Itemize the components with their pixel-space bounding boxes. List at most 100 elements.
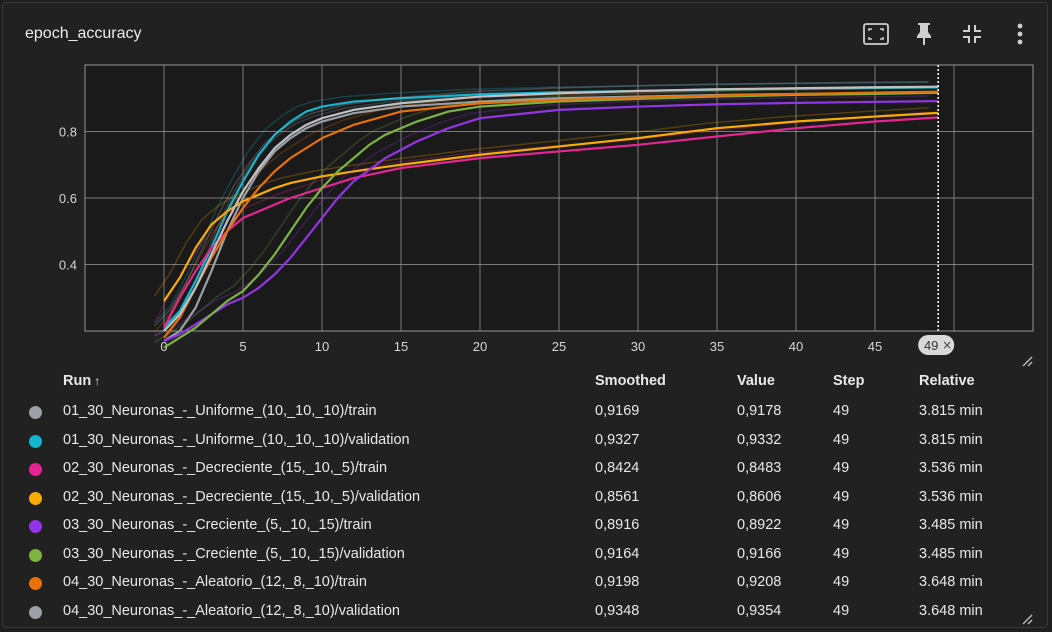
series-raw-line-4	[154, 95, 929, 337]
pin-button[interactable]	[909, 19, 939, 49]
smoothed-value: 0,9164	[595, 545, 640, 562]
smoothed-value: 0,8916	[595, 517, 640, 533]
step-value: 49	[833, 602, 850, 619]
raw-value: 0,8606	[737, 488, 782, 505]
relative-time: 3.536 min	[919, 460, 983, 476]
run-color-swatch	[29, 577, 42, 590]
raw-value: 0,9332	[737, 431, 782, 448]
line-chart[interactable]: 0 5 10 15 20 25 30 35 40 450.40.60.849 ×	[3, 53, 1049, 363]
smoothed-column-header[interactable]: Smoothed	[595, 373, 666, 389]
run-color-swatch	[29, 605, 42, 619]
run-color-swatch	[29, 463, 42, 476]
fit-domain-icon	[863, 23, 889, 45]
collapse-button[interactable]	[957, 19, 987, 49]
table-row[interactable]: 02_30_Neuronas_-_Decreciente_(15,_10,_5)…	[3, 483, 1049, 512]
x-tick-label: 15	[394, 339, 408, 354]
runs-table: Run ↑ Smoothed Value Step Relative 01_30_…	[3, 367, 1049, 625]
card-toolbar	[861, 19, 1035, 49]
run-color-swatch	[29, 520, 42, 533]
smoothed-value: 0,8424	[595, 460, 640, 476]
y-tick-label: 0.6	[59, 191, 77, 206]
series-line-6	[163, 90, 939, 339]
x-tick-label: 5	[239, 339, 246, 354]
series-raw-line-5	[154, 87, 929, 344]
step-value: 49	[833, 488, 850, 505]
series-raw-line-2	[153, 111, 929, 324]
sort-arrow-icon: ↑	[94, 374, 101, 388]
chart-resize-icon[interactable]	[1021, 355, 1033, 367]
smoothed-value: 0,9348	[595, 602, 640, 619]
x-tick-label: 10	[315, 339, 329, 354]
relative-column-header[interactable]: Relative	[919, 373, 975, 389]
relative-time: 3.815 min	[919, 403, 983, 419]
more-vert-icon	[1017, 23, 1023, 45]
run-color-swatch	[29, 548, 42, 562]
raw-value: 0,8483	[737, 460, 782, 476]
run-name: 03_30_Neuronas_-_Creciente_(5,_10,_15)/t…	[63, 517, 372, 533]
relative-time: 3.536 min	[919, 488, 983, 505]
series-line-5	[163, 91, 939, 349]
table-header: Run ↑ Smoothed Value Step Relative	[3, 367, 1049, 397]
step-value: 49	[833, 431, 850, 448]
collapse-icon	[963, 25, 981, 43]
table-row[interactable]: 03_30_Neuronas_-_Creciente_(5,_10,_15)/t…	[3, 511, 1049, 540]
run-name: 04_30_Neuronas_-_Aleatorio_(12,_8,_10)/t…	[63, 574, 367, 590]
run-name: 04_30_Neuronas_-_Aleatorio_(12,_8,_10)/v…	[63, 602, 400, 619]
series-raw-line-3	[153, 107, 929, 297]
relative-time: 3.485 min	[919, 517, 983, 533]
relative-time: 3.648 min	[919, 602, 983, 619]
series-line-2	[163, 116, 939, 329]
x-tick-label: 45	[868, 339, 882, 354]
table-row[interactable]: 01_30_Neuronas_-_Uniforme_(10,_10,_10)/v…	[3, 426, 1049, 455]
smoothed-value: 0,9169	[595, 403, 640, 419]
run-column-header[interactable]: Run ↑	[63, 373, 101, 389]
pin-icon	[917, 23, 931, 45]
run-name: 02_30_Neuronas_-_Decreciente_(15,_10,_5)…	[63, 460, 388, 476]
raw-value: 0,9208	[737, 574, 782, 590]
value-column-header[interactable]: Value	[737, 373, 775, 389]
run-name: 01_30_Neuronas_-_Uniforme_(10,_10,_10)/v…	[63, 431, 410, 448]
run-name: 01_30_Neuronas_-_Uniforme_(10,_10,_10)/t…	[63, 403, 377, 419]
x-tick-label: 35	[710, 339, 724, 354]
table-row[interactable]: 01_30_Neuronas_-_Uniforme_(10,_10,_10)/t…	[3, 397, 1049, 426]
smoothed-value: 0,8561	[595, 488, 640, 505]
step-value: 49	[833, 517, 850, 533]
more-menu-button[interactable]	[1005, 19, 1035, 49]
series-line-3	[163, 111, 939, 302]
step-value: 49	[833, 460, 850, 476]
fit-domain-button[interactable]	[861, 19, 891, 49]
relative-time: 3.815 min	[919, 431, 983, 448]
x-tick-label: 30	[631, 339, 645, 354]
relative-time: 3.648 min	[919, 574, 983, 590]
raw-value: 0,9178	[737, 403, 782, 419]
series-line-7	[163, 85, 939, 332]
hover-close-icon[interactable]: ×	[942, 338, 952, 352]
hover-step-chip	[918, 335, 955, 355]
series-raw-line-1	[153, 81, 929, 324]
table-row[interactable]: 04_30_Neuronas_-_Aleatorio_(12,_8,_10)/t…	[3, 568, 1049, 597]
smoothed-value: 0,9198	[595, 574, 640, 590]
step-value: 49	[833, 545, 850, 562]
table-row[interactable]: 04_30_Neuronas_-_Aleatorio_(12,_8,_10)/v…	[3, 597, 1049, 626]
table-row[interactable]: 02_30_Neuronas_-_Decreciente_(15,_10,_5)…	[3, 454, 1049, 483]
raw-value: 0,9166	[737, 545, 782, 562]
smoothed-value: 0,9327	[595, 431, 640, 448]
run-color-swatch	[29, 491, 42, 505]
y-tick-label: 0.8	[59, 125, 77, 140]
table-resize-icon[interactable]	[1021, 613, 1033, 625]
relative-time: 3.485 min	[919, 545, 983, 562]
run-name: 03_30_Neuronas_-_Creciente_(5,_10,_15)/v…	[63, 545, 405, 562]
step-value: 49	[833, 403, 850, 419]
x-tick-label: 25	[552, 339, 566, 354]
run-color-swatch	[29, 434, 42, 448]
step-value: 49	[833, 574, 850, 590]
step-column-header[interactable]: Step	[833, 373, 865, 389]
x-tick-label: 20	[473, 339, 487, 354]
run-color-swatch	[29, 406, 42, 419]
table-body: 01_30_Neuronas_-_Uniforme_(10,_10,_10)/t…	[3, 397, 1049, 625]
hover-step-label: 49	[924, 338, 938, 353]
raw-value: 0,8922	[737, 517, 782, 533]
series-raw-line-7	[153, 80, 929, 327]
table-row[interactable]: 03_30_Neuronas_-_Creciente_(5,_10,_15)/v…	[3, 540, 1049, 569]
